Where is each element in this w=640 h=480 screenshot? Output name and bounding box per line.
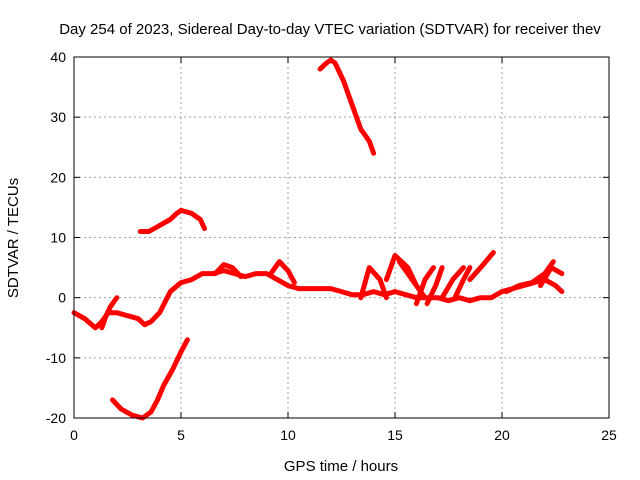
series-segment-c	[110, 337, 190, 421]
data-series	[71, 57, 565, 421]
series-baseline	[71, 268, 565, 331]
x-tick-label: 10	[280, 427, 296, 443]
grid-lines	[74, 57, 609, 418]
series-line-19	[467, 250, 496, 283]
x-tick-label: 25	[601, 427, 617, 443]
series-spike-16b	[424, 265, 445, 307]
x-tick-label: 20	[494, 427, 510, 443]
plot-frame	[73, 56, 610, 419]
y-axis-label: SDTVAR / TECUs	[5, 178, 22, 298]
x-axis-label: GPS time / hours	[284, 458, 398, 475]
y-tick-label: 30	[50, 109, 66, 125]
x-tick-label: 0	[70, 427, 78, 443]
x-tick-label: 15	[387, 427, 403, 443]
series-hump-7	[212, 262, 244, 280]
y-tick-label: -10	[46, 350, 66, 366]
series-spike-16a	[413, 265, 436, 307]
series-v-14	[358, 265, 389, 301]
y-tick-label: -20	[46, 410, 66, 426]
series-hump-22	[538, 265, 565, 289]
series-segment-b	[317, 57, 377, 156]
series-spike-early	[99, 295, 120, 331]
series-segment-a	[137, 207, 207, 234]
x-tick-label: 5	[177, 427, 185, 443]
y-tick-label: 20	[50, 169, 66, 185]
y-tick-label: 0	[58, 290, 66, 306]
tick-labels: 0 5 10 15 20 25 -20 -10 0 10 20 30 40	[46, 49, 617, 443]
series-hump-10	[268, 259, 297, 286]
series-spike-18	[452, 265, 473, 301]
y-tick-label: 40	[50, 49, 66, 65]
y-tick-label: 10	[50, 230, 66, 246]
chart-title: Day 254 of 2023, Sidereal Day-to-day VTE…	[59, 21, 601, 38]
series-line-17	[439, 265, 466, 301]
